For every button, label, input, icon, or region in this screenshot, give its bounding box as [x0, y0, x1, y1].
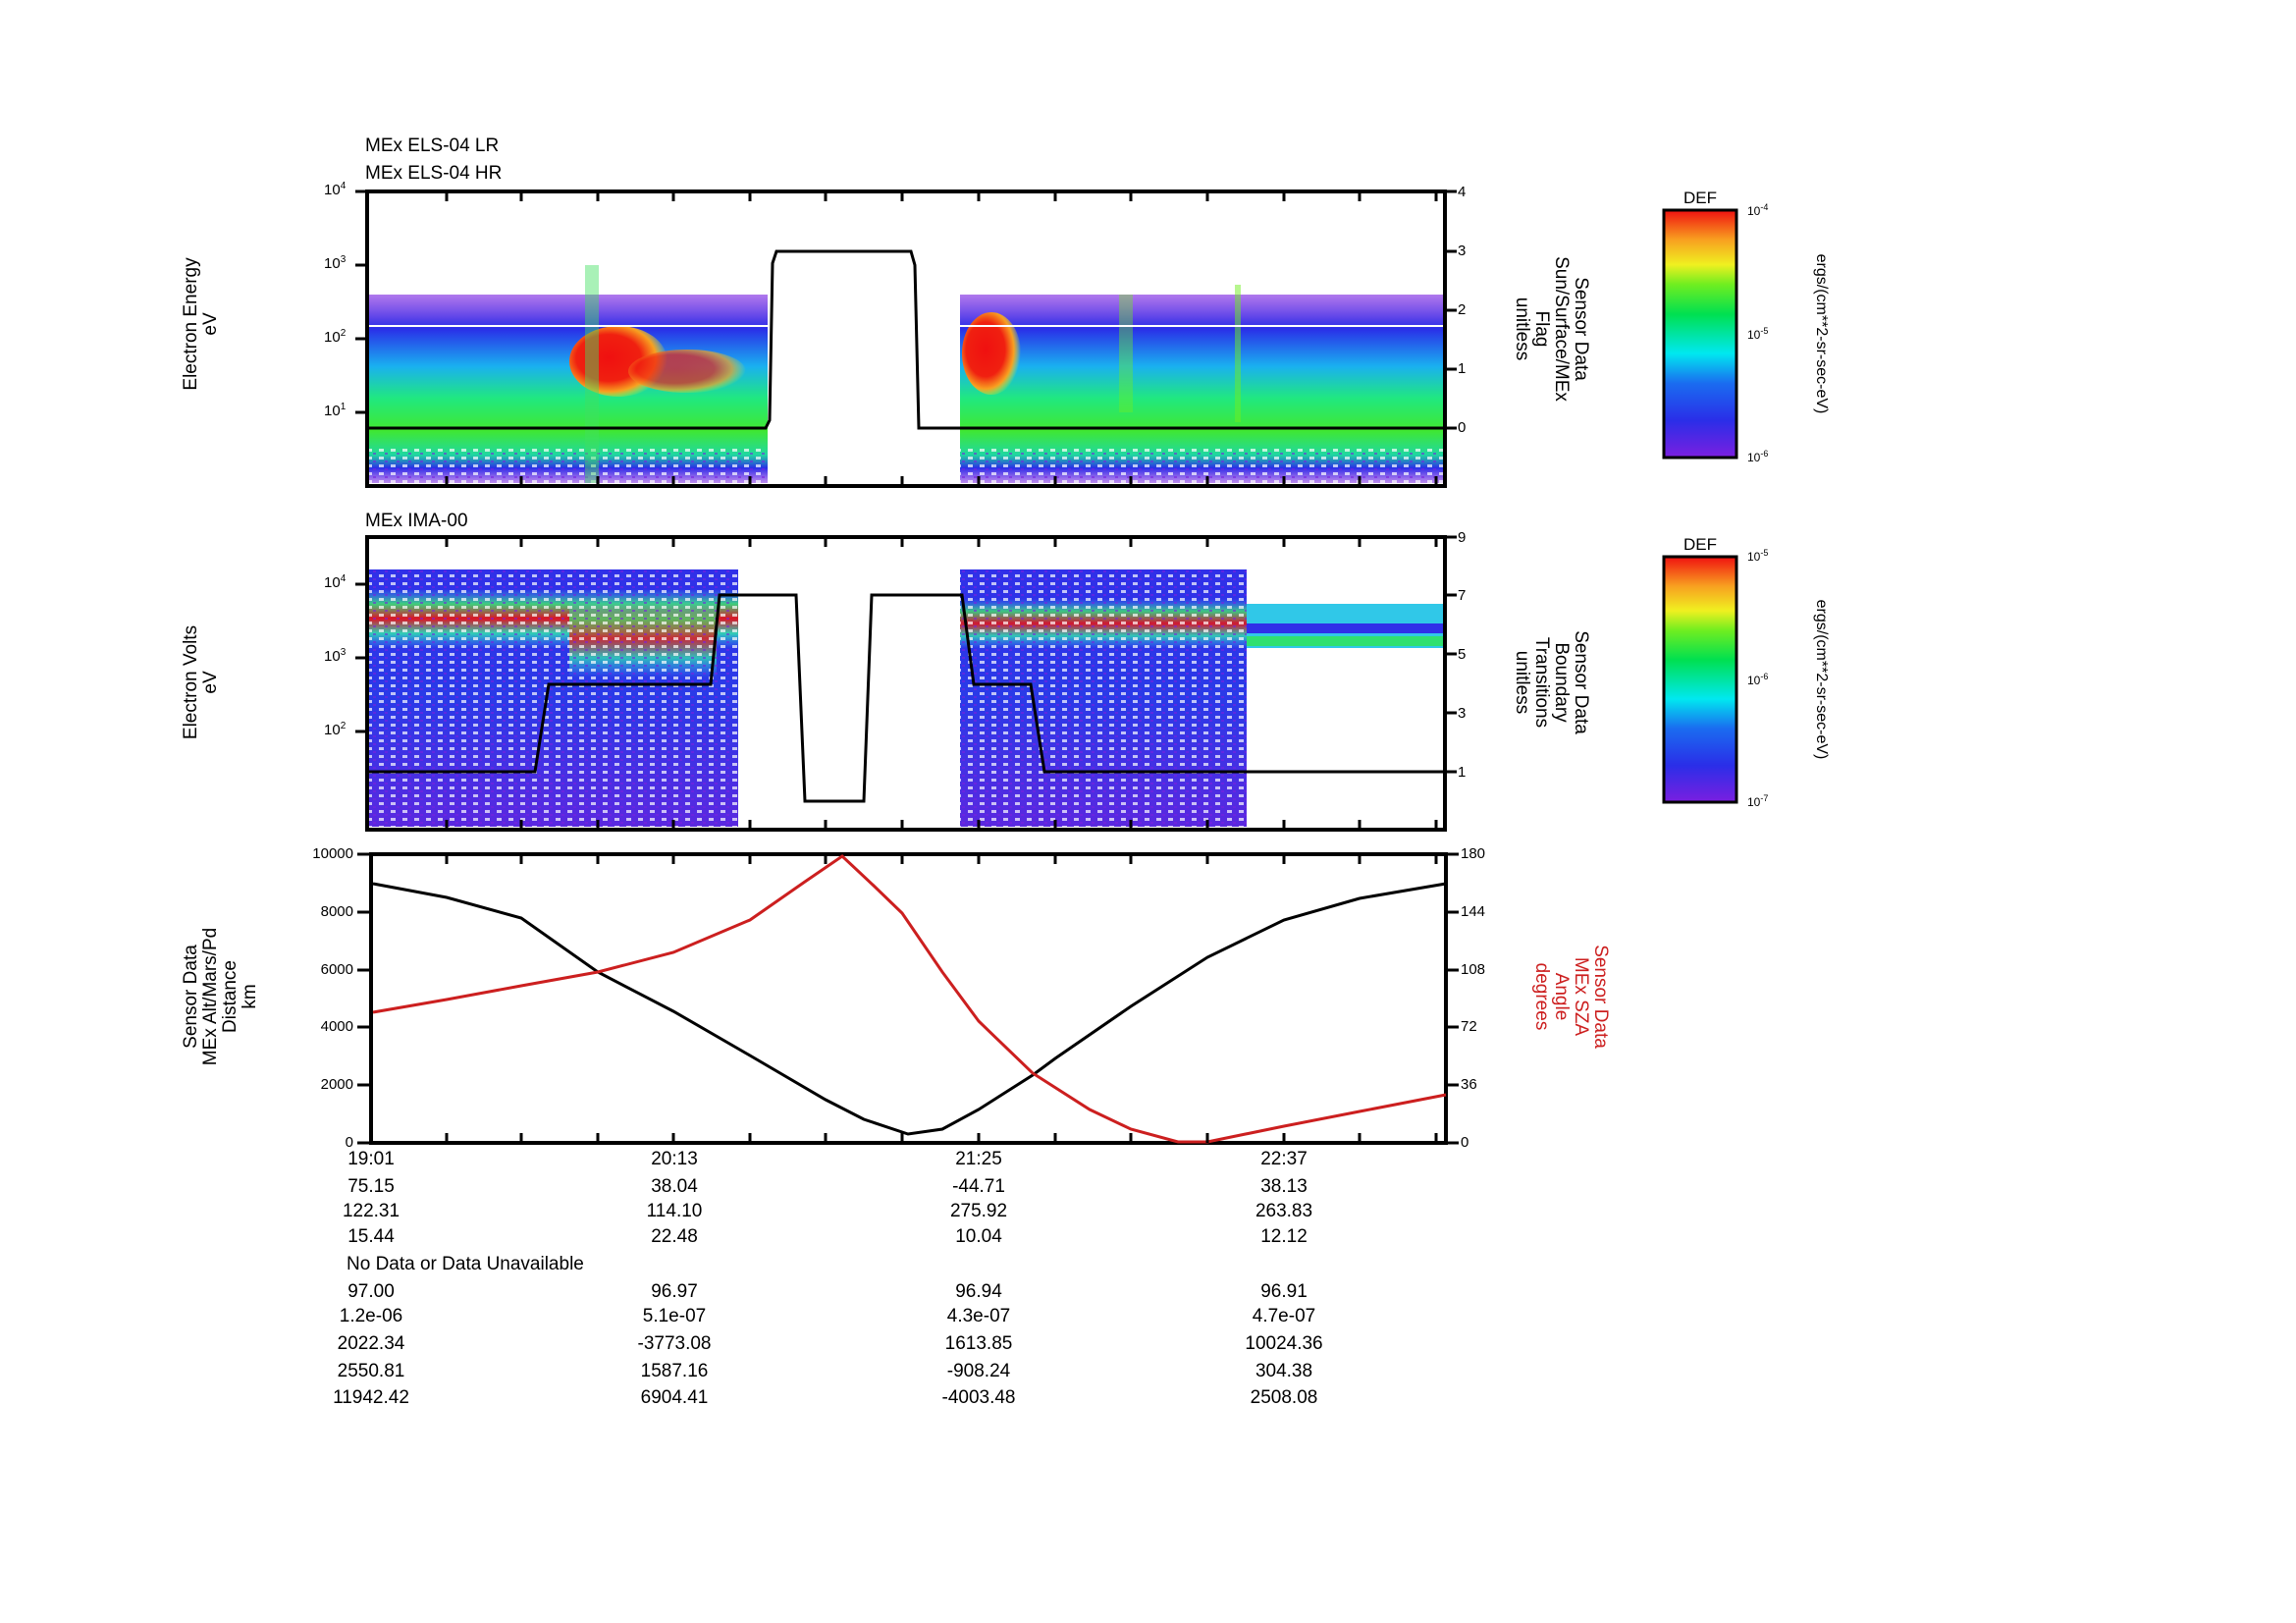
els-rtick-0: 0 — [1458, 419, 1467, 436]
els-rtick-1: 1 — [1458, 360, 1467, 377]
ima-plot-frame — [365, 535, 1447, 832]
orbit-rtick-0: 0 — [1461, 1134, 1469, 1151]
ima-colorbar-units: ergs/(cm**2-sr-sec-eV) — [1813, 599, 1830, 760]
ima-colorbar-max: 10-5 — [1747, 548, 1769, 564]
els-x-ticks — [355, 189, 1457, 486]
orbit-ytick-8000: 8000 — [320, 903, 353, 920]
els-rtick-3: 3 — [1458, 243, 1467, 259]
orbit-rtick-144: 144 — [1461, 903, 1486, 920]
ima-ytick-1e2: 102 — [324, 721, 347, 738]
els-ytick-1e4: 104 — [324, 181, 347, 198]
orbit-plot-frame — [369, 852, 1448, 1145]
els-colorbar-units: ergs/(cm**2-sr-sec-eV) — [1813, 253, 1830, 414]
ima-rtick-5: 5 — [1458, 646, 1467, 663]
ima-colorbar-mid: 10-6 — [1747, 672, 1769, 687]
orbit-rtick-108: 108 — [1461, 961, 1486, 978]
els-rtick-4: 4 — [1458, 184, 1467, 200]
els-title-lr: MEx ELS-04 LR — [365, 135, 500, 156]
orbit-ytick-10000: 10000 — [312, 845, 353, 862]
els-spectrogram — [369, 265, 1443, 483]
els-ytick-1e1: 101 — [324, 402, 347, 419]
ima-colorbar-title: DEF — [1683, 535, 1717, 554]
els-colorbar-max: 10-4 — [1747, 202, 1769, 218]
els-flag-line — [369, 249, 1443, 430]
ima-colorbar — [1662, 555, 1738, 804]
els-rtick-2: 2 — [1458, 301, 1467, 318]
ima-spectrogram — [369, 569, 1443, 827]
els-ytick-1e2: 102 — [324, 328, 347, 346]
els-colorbar-min: 10-6 — [1747, 449, 1769, 464]
els-title-hr: MEx ELS-04 HR — [365, 163, 503, 184]
els-colorbar-title: DEF — [1683, 189, 1717, 207]
orbit-x-ticks — [357, 852, 1459, 1145]
ima-ytick-1e4: 104 — [324, 573, 347, 591]
ima-colorbar-min: 10-7 — [1747, 793, 1769, 809]
orbit-ytick-0: 0 — [345, 1134, 353, 1151]
orbit-ytick-4000: 4000 — [320, 1018, 353, 1035]
f107-no-data-note: No Data or Data Unavailable — [347, 1254, 584, 1274]
ima-rtick-3: 3 — [1458, 705, 1467, 722]
ima-title: MEx IMA-00 — [365, 511, 468, 531]
altitude-line — [372, 882, 1447, 1136]
orbit-rtick-180: 180 — [1461, 845, 1486, 862]
orbit-rtick-72: 72 — [1461, 1018, 1477, 1035]
els-colorbar — [1662, 208, 1738, 460]
ima-rtick-9: 9 — [1458, 529, 1467, 546]
ima-ytick-1e3: 103 — [324, 647, 347, 665]
sza-line — [372, 854, 1447, 1144]
els-colorbar-mid: 10-5 — [1747, 326, 1769, 342]
ima-x-ticks — [355, 535, 1457, 830]
els-ytick-1e3: 103 — [324, 254, 347, 272]
ima-rtick-1: 1 — [1458, 764, 1467, 781]
orbit-rtick-36: 36 — [1461, 1076, 1477, 1093]
orbit-ytick-2000: 2000 — [320, 1076, 353, 1093]
ima-rtick-7: 7 — [1458, 587, 1467, 604]
ima-boundary-line — [369, 593, 1443, 803]
orbit-ytick-6000: 6000 — [320, 961, 353, 978]
